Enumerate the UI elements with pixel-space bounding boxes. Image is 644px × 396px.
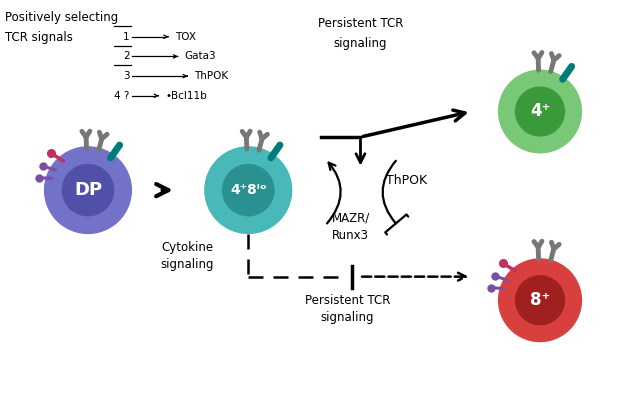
Text: Persistent TCR: Persistent TCR (305, 294, 390, 307)
Text: TOX: TOX (175, 32, 196, 42)
Ellipse shape (498, 259, 582, 341)
Text: •Bcl11b: •Bcl11b (166, 91, 207, 101)
Text: 1: 1 (123, 32, 129, 42)
Ellipse shape (223, 165, 274, 216)
Text: 3: 3 (123, 71, 129, 81)
Text: DP: DP (74, 181, 102, 199)
Text: signaling: signaling (321, 311, 374, 324)
Text: signaling: signaling (334, 37, 387, 50)
Text: Runx3: Runx3 (332, 229, 370, 242)
Text: MAZR/: MAZR/ (332, 211, 370, 224)
Ellipse shape (516, 87, 564, 136)
Ellipse shape (498, 70, 582, 153)
Text: 4 ?: 4 ? (114, 91, 129, 101)
Text: ThPOK: ThPOK (194, 71, 229, 81)
Text: 4⁺8ᴵᵒ: 4⁺8ᴵᵒ (230, 183, 267, 197)
Text: ThPOK: ThPOK (386, 174, 427, 187)
Ellipse shape (62, 165, 113, 216)
Text: Positively selecting: Positively selecting (5, 11, 118, 24)
Text: Gata3: Gata3 (185, 51, 216, 61)
Text: TCR signals: TCR signals (5, 31, 73, 44)
Text: 8⁺: 8⁺ (530, 291, 550, 309)
Text: 4⁺: 4⁺ (530, 103, 550, 120)
Text: 2: 2 (123, 51, 129, 61)
Ellipse shape (205, 147, 292, 233)
Text: Cytokine: Cytokine (161, 241, 213, 254)
Ellipse shape (44, 147, 131, 233)
Text: signaling: signaling (160, 258, 214, 271)
Ellipse shape (516, 276, 564, 325)
Text: Persistent TCR: Persistent TCR (317, 17, 403, 30)
